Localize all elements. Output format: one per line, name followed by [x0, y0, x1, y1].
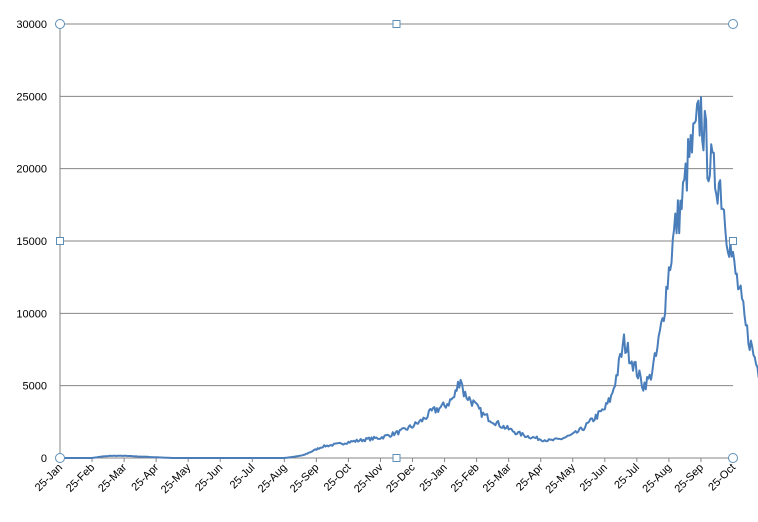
corner-resize-handle[interactable]	[728, 19, 738, 29]
series-line	[60, 96, 758, 459]
selection-handles[interactable]	[55, 19, 738, 463]
x-tick-label: 25-Apr	[129, 461, 161, 493]
x-tick-label: 25-Jan	[33, 462, 65, 494]
x-tick-label: 25-Jul	[612, 462, 642, 492]
y-tick-label: 10000	[16, 308, 47, 320]
x-tick-label: 25-Feb	[449, 462, 482, 495]
side-resize-handle[interactable]	[729, 237, 737, 245]
corner-resize-handle[interactable]	[55, 19, 65, 29]
x-tick-label: 25-Sep	[672, 462, 706, 496]
x-tick-label: 25-Mar	[481, 461, 514, 494]
y-tick-label: 5000	[23, 381, 47, 393]
side-resize-handle[interactable]	[392, 20, 401, 28]
y-tick-label: 25000	[16, 91, 47, 103]
corner-resize-handle[interactable]	[728, 453, 738, 463]
x-tick-label: 25-Oct	[706, 462, 738, 494]
corner-resize-handle[interactable]	[55, 453, 65, 463]
x-tick-label: 25-Jun	[193, 462, 225, 494]
y-tick-label: 15000	[16, 236, 47, 248]
x-tick-label: 25-Oct	[322, 462, 354, 494]
x-tick-label: 25-Aug	[256, 462, 290, 496]
y-tick-label: 30000	[16, 19, 47, 31]
gridlines	[59, 23, 733, 459]
y-axis-ticks: 0 5000 10000 15000 20000 25000 30000	[16, 19, 47, 465]
side-resize-handle[interactable]	[392, 454, 401, 462]
x-tick-label: 25-Dec	[384, 461, 418, 495]
x-tick-label: 25-Mar	[96, 461, 129, 494]
y-tick-label: 20000	[16, 164, 47, 176]
x-tick-label: 25-Jul	[228, 462, 258, 492]
x-tick-label: 25-Jan	[417, 462, 449, 494]
x-tick-label: 25-May	[543, 461, 578, 496]
x-tick-label: 25-Feb	[64, 462, 97, 495]
x-tick-label: 25-May	[159, 461, 194, 496]
x-tick-label: 25-Nov	[352, 461, 386, 495]
side-resize-handle[interactable]	[56, 237, 64, 245]
y-tick-label: 0	[41, 453, 47, 465]
x-tick-label: 25-Jun	[578, 462, 610, 494]
x-tick-label: 25-Aug	[640, 462, 674, 496]
x-tick-label: 25-Sep	[288, 462, 322, 496]
x-tick-label: 25-Apr	[514, 461, 546, 493]
